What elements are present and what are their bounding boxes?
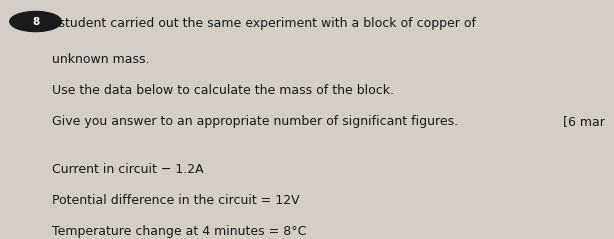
Text: A student carried out the same experiment with a block of copper of: A student carried out the same experimen… <box>46 17 476 30</box>
Text: Potential difference in the circuit = 12V: Potential difference in the circuit = 12… <box>52 194 300 206</box>
Text: Give you answer to an appropriate number of significant figures.: Give you answer to an appropriate number… <box>52 115 458 128</box>
Text: Current in circuit − 1.2A: Current in circuit − 1.2A <box>52 163 204 175</box>
Text: 8: 8 <box>32 16 39 27</box>
Text: unknown mass.: unknown mass. <box>52 53 150 65</box>
Text: [6 mar: [6 mar <box>563 115 605 128</box>
Text: 13: 13 <box>11 17 28 30</box>
Text: Use the data below to calculate the mass of the block.: Use the data below to calculate the mass… <box>52 84 394 97</box>
Text: Temperature change at 4 minutes = 8°C: Temperature change at 4 minutes = 8°C <box>52 225 306 238</box>
Circle shape <box>10 11 61 32</box>
